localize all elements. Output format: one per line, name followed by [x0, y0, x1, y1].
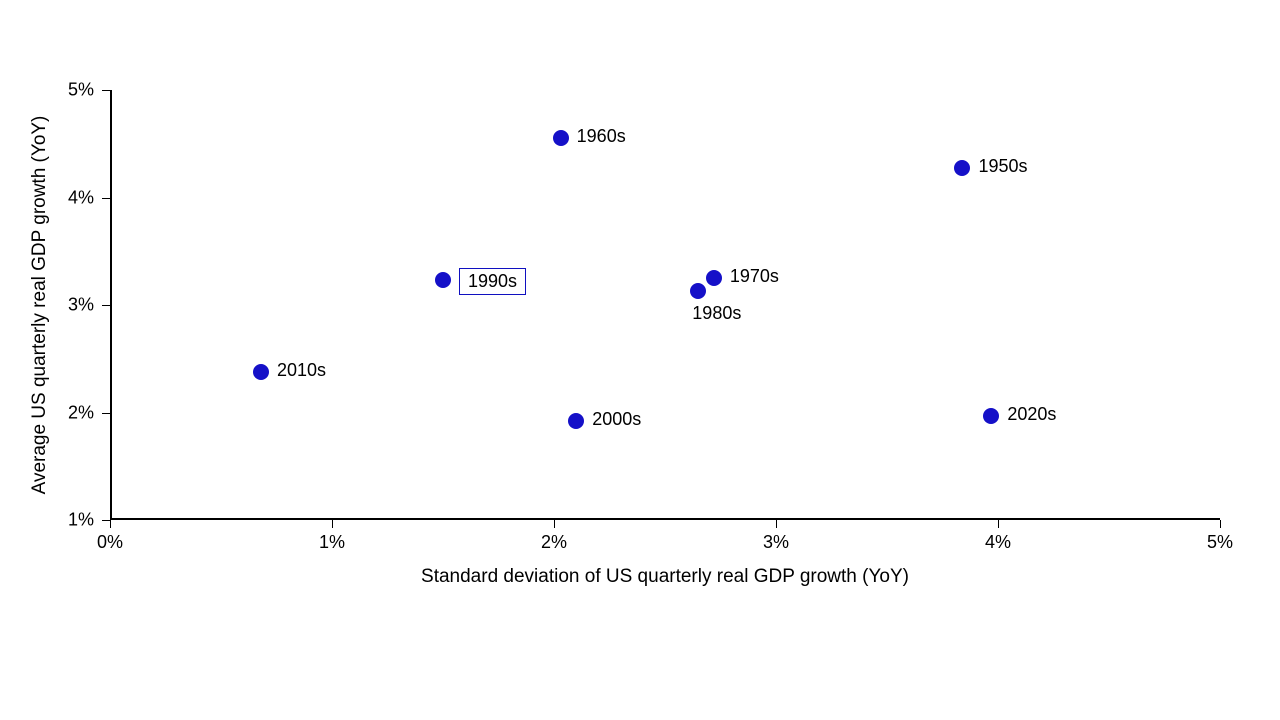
data-point-label-1960s: 1960s [577, 126, 626, 147]
data-point-2010s [253, 364, 269, 380]
data-point-1950s [954, 160, 970, 176]
y-tick-mark [102, 198, 110, 199]
data-point-2020s [983, 408, 999, 424]
y-tick-mark [102, 520, 110, 521]
x-tick-mark [1220, 520, 1221, 528]
x-tick-label: 4% [985, 532, 1011, 553]
data-point-label-1980s: 1980s [692, 303, 741, 324]
x-tick-mark [110, 520, 111, 528]
y-tick-mark [102, 413, 110, 414]
y-tick-label: 5% [68, 80, 102, 101]
y-axis-title: Average US quarterly real GDP growth (Yo… [29, 116, 51, 495]
data-point-1980s [690, 283, 706, 299]
data-point-1970s [706, 270, 722, 286]
data-point-label-2000s: 2000s [592, 409, 641, 430]
x-axis-title: Standard deviation of US quarterly real … [421, 566, 909, 588]
data-point-1960s [553, 130, 569, 146]
x-tick-label: 5% [1207, 532, 1233, 553]
x-tick-mark [554, 520, 555, 528]
data-point-label-2010s: 2010s [277, 360, 326, 381]
x-tick-mark [998, 520, 999, 528]
x-tick-label: 1% [319, 532, 345, 553]
data-point-label-1950s: 1950s [978, 156, 1027, 177]
data-point-label-2020s: 2020s [1007, 404, 1056, 425]
data-point-1990s [435, 272, 451, 288]
x-tick-label: 2% [541, 532, 567, 553]
data-point-label-1990s: 1990s [459, 268, 526, 295]
y-tick-label: 2% [68, 402, 102, 423]
scatter-chart: 0%1%2%3%4%5% 1%2%3%4%5% 1950s1960s1970s1… [0, 0, 1280, 720]
y-tick-mark [102, 305, 110, 306]
y-tick-mark [102, 90, 110, 91]
x-tick-mark [332, 520, 333, 528]
y-tick-label: 4% [68, 187, 102, 208]
x-tick-label: 0% [97, 532, 123, 553]
y-tick-label: 3% [68, 295, 102, 316]
data-point-2000s [568, 413, 584, 429]
x-tick-mark [776, 520, 777, 528]
plot-area [110, 90, 1220, 520]
y-tick-label: 1% [68, 510, 102, 531]
x-tick-label: 3% [763, 532, 789, 553]
data-point-label-1970s: 1970s [730, 266, 779, 287]
